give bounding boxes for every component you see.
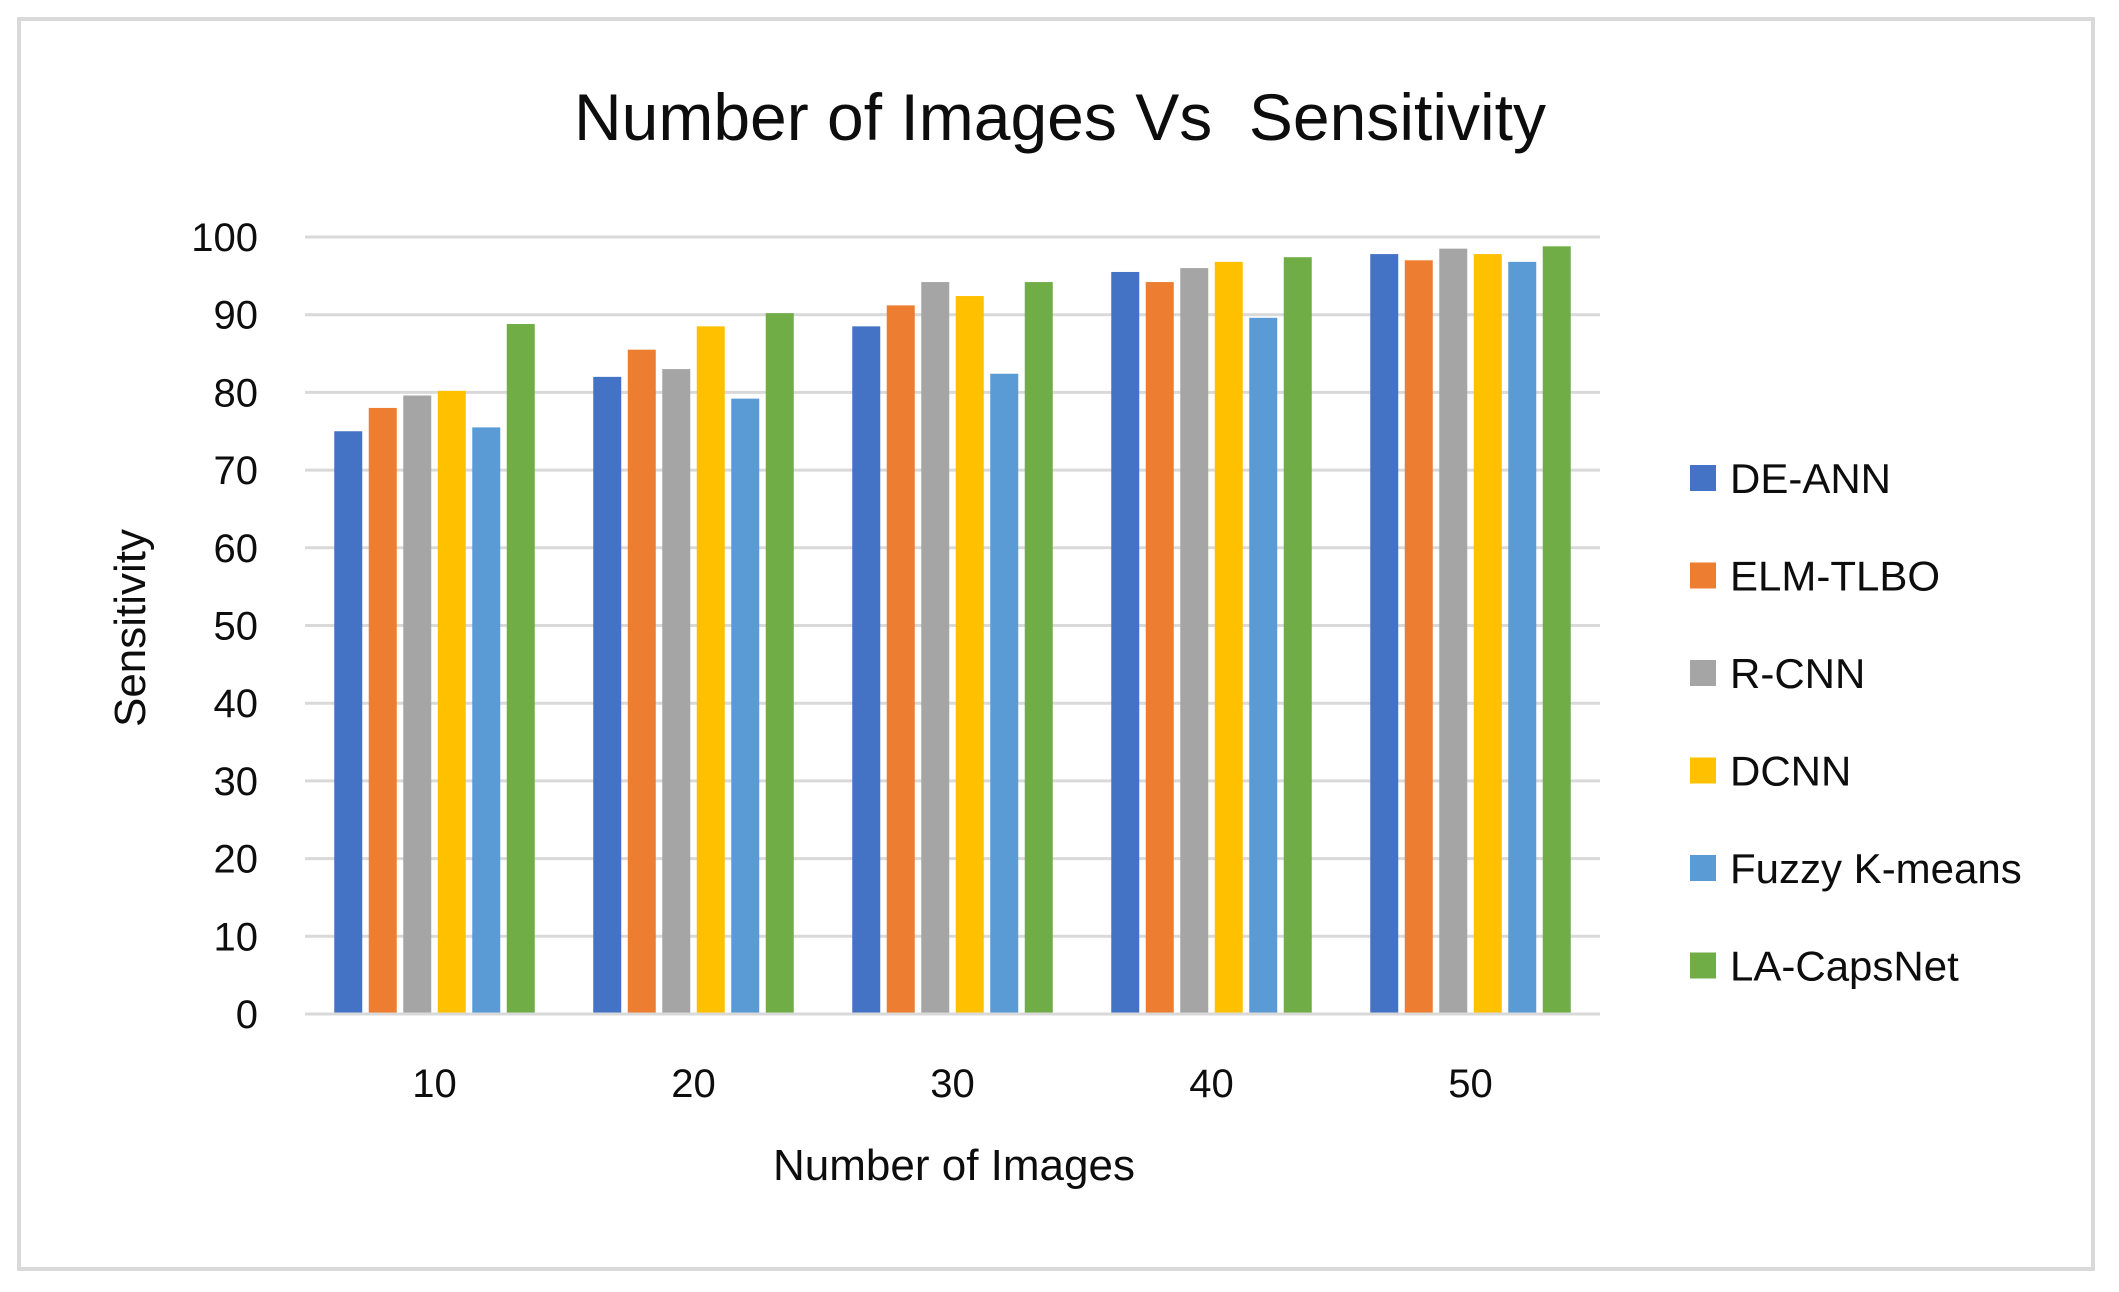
bar-elm-tlbo-50	[1404, 260, 1433, 1014]
x-axis-label: Number of Images	[773, 1141, 1135, 1190]
chart-title: Number of Images Vs Sensitivity	[574, 80, 1546, 154]
y-axis-tick-labels: 0 10 20 30 40 50 60 70 80 90 100	[191, 216, 258, 1037]
bar-la-capsnet-30	[1024, 282, 1053, 1014]
x-tick-label: 10	[412, 1062, 457, 1106]
bar-r-cnn-50	[1439, 248, 1468, 1014]
legend-label: ELM-TLBO	[1730, 553, 1940, 600]
bar-fuzzy-k-means-20	[731, 398, 760, 1015]
legend-swatch	[1690, 562, 1716, 589]
y-tick-label: 10	[214, 915, 259, 959]
bar-la-capsnet-10	[506, 324, 535, 1014]
bar-fuzzy-k-means-30	[990, 373, 1019, 1014]
y-axis-label: Sensitivity	[106, 529, 155, 727]
x-tick-label: 50	[1448, 1062, 1493, 1106]
bar-de-ann-30	[852, 326, 881, 1015]
bar-de-ann-10	[334, 431, 363, 1014]
bar-fuzzy-k-means-10	[472, 427, 501, 1014]
bar-elm-tlbo-40	[1145, 282, 1174, 1014]
x-tick-label: 30	[930, 1062, 975, 1106]
legend-swatch	[1690, 855, 1716, 881]
x-tick-label: 40	[1189, 1062, 1234, 1106]
chart-frame	[17, 17, 2095, 1271]
legend-label: DCNN	[1730, 748, 1851, 795]
x-axis-tick-labels: 10 20 30 40 50	[412, 1062, 1493, 1106]
bar-fuzzy-k-means-50	[1508, 261, 1537, 1014]
y-tick-label: 70	[214, 449, 259, 493]
bar-r-cnn-20	[662, 369, 691, 1015]
legend-label: LA-CapsNet	[1730, 943, 1959, 990]
bar-de-ann-20	[593, 376, 622, 1014]
bar-la-capsnet-50	[1542, 246, 1571, 1015]
legend-swatch	[1690, 660, 1716, 686]
y-tick-label: 0	[236, 993, 258, 1037]
bar-la-capsnet-40	[1283, 257, 1312, 1014]
bar-la-capsnet-20	[765, 313, 794, 1014]
bar-r-cnn-10	[403, 395, 432, 1014]
legend-swatch	[1690, 465, 1716, 491]
bar-elm-tlbo-30	[886, 305, 915, 1015]
y-tick-label: 80	[214, 371, 259, 415]
bar-de-ann-50	[1370, 254, 1399, 1014]
legend-swatch	[1690, 757, 1716, 784]
bar-de-ann-40	[1111, 271, 1140, 1015]
bar-fuzzy-k-means-40	[1249, 317, 1278, 1015]
bar-r-cnn-30	[921, 282, 950, 1014]
legend-label: Fuzzy K-means	[1730, 845, 2022, 892]
y-tick-label: 60	[214, 527, 259, 571]
bar-elm-tlbo-10	[368, 407, 397, 1014]
legend-swatch	[1690, 952, 1716, 979]
bar-dcnn-10	[437, 390, 466, 1014]
bar-r-cnn-40	[1180, 268, 1209, 1015]
legend: DE-ANN ELM-TLBO R-CNN DCNN Fuzzy K-means LA-C…	[1690, 455, 2022, 990]
y-tick-label: 50	[214, 605, 259, 649]
bars	[334, 246, 1571, 1015]
bar-dcnn-40	[1214, 261, 1243, 1014]
y-tick-label: 40	[214, 682, 259, 726]
y-tick-label: 30	[214, 760, 259, 804]
x-tick-label: 20	[671, 1062, 716, 1106]
y-tick-label: 90	[214, 294, 259, 338]
bar-dcnn-50	[1473, 254, 1502, 1014]
bar-elm-tlbo-20	[627, 349, 656, 1014]
y-tick-label: 20	[214, 838, 259, 882]
bar-dcnn-30	[955, 296, 984, 1014]
legend-label: R-CNN	[1730, 650, 1865, 697]
legend-label: DE-ANN	[1730, 455, 1891, 502]
bar-dcnn-20	[696, 326, 725, 1015]
y-tick-label: 100	[191, 216, 258, 260]
